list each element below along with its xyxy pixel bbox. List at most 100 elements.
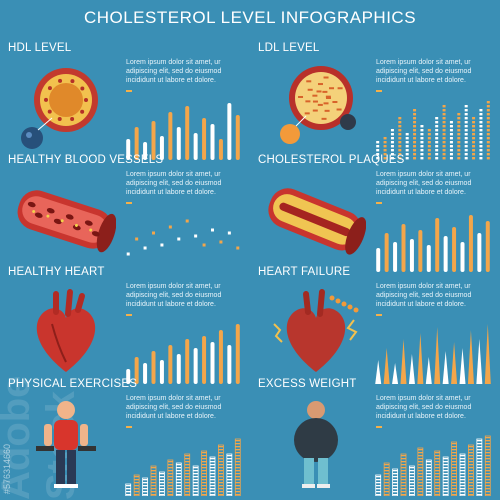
bar-chart: [375, 324, 491, 384]
chart-mark: [449, 121, 453, 160]
chart-mark: [193, 133, 198, 160]
chart-mark: [383, 462, 390, 496]
exercising-man-icon: [36, 401, 96, 488]
chart-mark: [192, 465, 199, 496]
panel-description: Lorem ipsum dolor sit amet, ur adipiscin…: [126, 59, 222, 84]
chart-mark: [201, 450, 207, 496]
chart-mark: [177, 237, 181, 241]
chart-mark: [442, 105, 446, 160]
accent-mark: [376, 314, 382, 316]
accent-mark: [376, 426, 382, 428]
chart-mark: [384, 233, 389, 272]
bar-chart: [376, 101, 490, 160]
accent-mark: [126, 202, 132, 204]
chart-mark: [168, 112, 173, 160]
chart-mark: [434, 327, 441, 384]
info-panel: CHOLESTEROL PLAQUES Lorem ipsum dolor sit…: [258, 154, 498, 272]
chart-mark: [226, 453, 233, 496]
chart-mark: [400, 453, 407, 496]
panel-heading: HEALTHY HEART: [8, 266, 105, 278]
ldl-particle-icon: [280, 66, 356, 144]
chart-mark: [133, 474, 140, 496]
chart-mark: [135, 237, 139, 241]
chart-mark: [459, 453, 466, 496]
chart-mark: [211, 228, 214, 232]
chart-mark: [152, 231, 155, 235]
chart-mark: [185, 219, 189, 223]
chart-mark: [193, 348, 198, 384]
panel-heading: LDL LEVEL: [258, 42, 320, 54]
chart-mark: [390, 129, 394, 160]
chart-mark: [126, 252, 130, 256]
bar-chart: [126, 324, 240, 384]
chart-mark: [408, 354, 415, 384]
panel-description: Lorem ipsum dolor sit amet, ur adipiscin…: [376, 283, 472, 308]
chart-mark: [400, 339, 407, 384]
chart-mark: [168, 345, 173, 384]
chart-mark: [484, 324, 491, 384]
chart-mark: [236, 246, 240, 250]
chart-mark: [468, 215, 473, 272]
chart-mark: [167, 459, 174, 496]
chart-mark: [484, 435, 491, 496]
panel-heading: HEART FAILURE: [258, 266, 351, 278]
bar-chart: [375, 435, 491, 496]
info-panel: HEART FAILURE Lorem ipsum dolor sit amet,…: [258, 266, 498, 384]
bar-chart: [376, 215, 490, 272]
chart-mark: [460, 242, 465, 272]
chart-mark: [176, 354, 181, 384]
panel-description: Lorem ipsum dolor sit amet, ur adipiscin…: [126, 395, 222, 420]
blood-vessel-icon: [17, 190, 116, 253]
chart-mark: [159, 360, 164, 384]
chart-mark: [125, 483, 132, 496]
chart-mark: [479, 109, 483, 160]
panel-heading: HDL LEVEL: [8, 42, 72, 54]
chart-mark: [159, 136, 164, 160]
chart-mark: [464, 105, 468, 160]
chart-mark: [185, 106, 190, 160]
chart-mark: [476, 339, 483, 384]
chart-mark: [150, 465, 157, 496]
chart-mark: [459, 348, 466, 384]
chart-mark: [409, 465, 415, 496]
panel-description: Lorem ipsum dolor sit amet, ur adipiscin…: [376, 171, 472, 196]
chart-mark: [443, 236, 448, 272]
overweight-man-icon: [294, 401, 338, 488]
chart-mark: [477, 233, 482, 272]
chart-mark: [405, 133, 409, 160]
chart-mark: [472, 117, 476, 160]
chart-mark: [227, 231, 231, 235]
chart-mark: [435, 218, 440, 272]
chart-mark: [426, 245, 431, 272]
chart-mark: [376, 248, 381, 272]
chart-mark: [209, 456, 216, 496]
chart-mark: [185, 339, 190, 384]
chart-mark: [486, 101, 490, 160]
chart-mark: [417, 447, 424, 496]
chart-mark: [143, 142, 148, 160]
bar-chart: [126, 103, 240, 160]
chart-mark: [218, 444, 224, 496]
chart-mark: [159, 471, 165, 496]
info-panel: HEALTHY BLOOD VESSELS Lorem ipsum dolor s…: [8, 154, 248, 272]
chart-mark: [427, 129, 431, 160]
info-panel: EXCESS WEIGHT Lorem ipsum dolor sit amet,…: [258, 378, 498, 496]
chart-mark: [202, 118, 207, 160]
chart-mark: [143, 363, 148, 384]
failing-heart-icon: [273, 289, 359, 372]
chart-mark: [375, 360, 382, 384]
panel-description: Lorem ipsum dolor sit amet, ur adipiscin…: [376, 59, 472, 84]
chart-mark: [457, 113, 461, 160]
chart-mark: [398, 117, 402, 160]
chart-mark: [452, 227, 457, 272]
chart-mark: [418, 230, 423, 272]
hdl-particle-icon: [21, 68, 98, 149]
chart-mark: [468, 444, 474, 496]
chart-mark: [375, 474, 382, 496]
accent-mark: [376, 90, 382, 92]
info-panel: HEALTHY HEART Lorem ipsum dolor sit amet,…: [8, 266, 248, 384]
chart-mark: [409, 239, 414, 272]
chart-mark: [420, 125, 424, 160]
bar-chart: [125, 438, 241, 496]
chart-mark: [176, 127, 181, 160]
